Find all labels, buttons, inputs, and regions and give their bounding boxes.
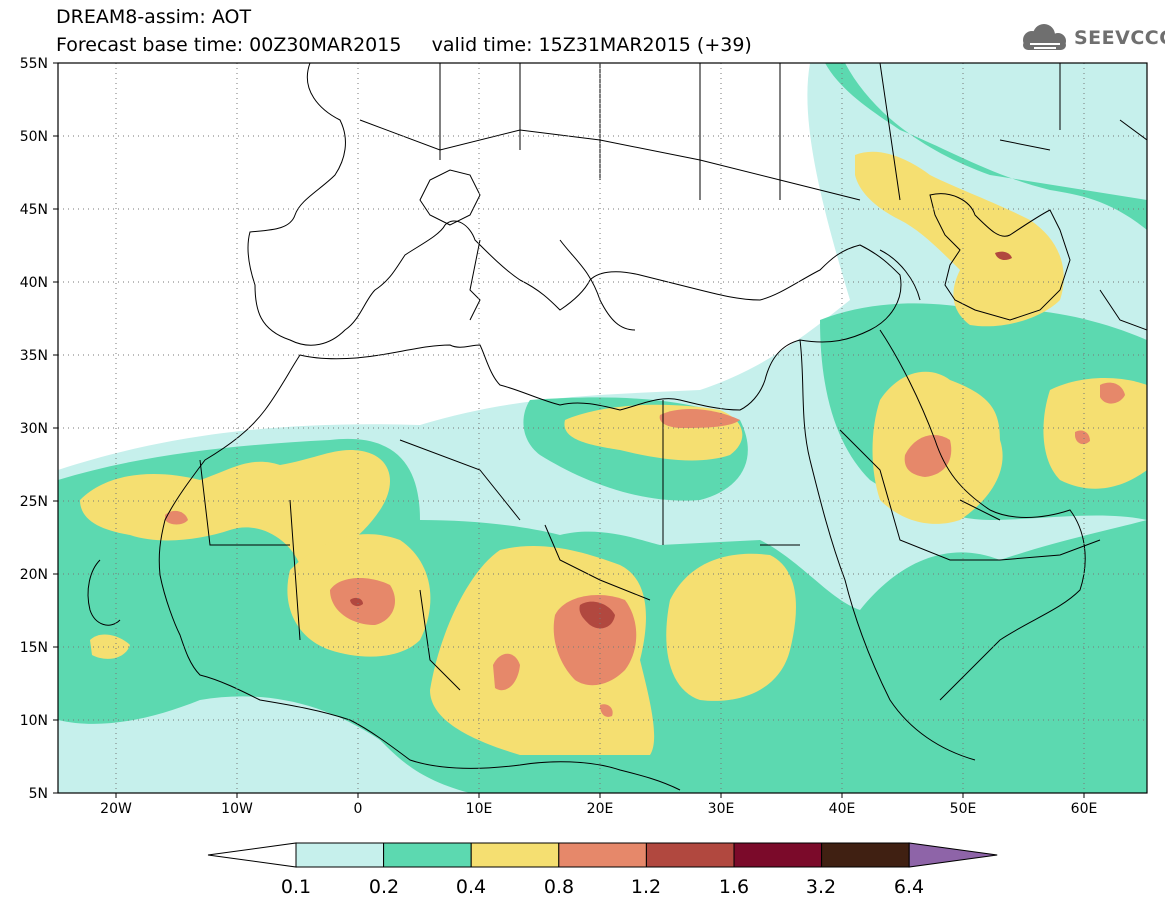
lat-label: 5N	[29, 786, 48, 802]
colorbar-box	[821, 842, 910, 868]
lat-label: 55N	[20, 56, 48, 72]
lon-label: 50E	[950, 801, 977, 817]
lat-label: 25N	[20, 494, 48, 510]
colorbar-box	[558, 842, 647, 868]
map-title: DREAM8-assim: AOT	[56, 6, 252, 28]
lat-label: 10N	[20, 713, 48, 729]
lon-label: 40E	[829, 801, 856, 817]
lat-label: 35N	[20, 348, 48, 364]
lat-label: 30N	[20, 421, 48, 437]
aot-field	[58, 63, 1147, 793]
lat-label: 20N	[20, 567, 48, 583]
lat-label: 50N	[20, 129, 48, 145]
colorbar-label: 1.2	[631, 876, 661, 898]
colorbar-box	[733, 842, 823, 868]
lon-label: 60E	[1071, 801, 1098, 817]
colorbar-label: 0.2	[369, 876, 399, 898]
colorbar-over-arrow	[908, 842, 998, 868]
lat-label: 40N	[20, 275, 48, 291]
forecast-time-subtitle: Forecast base time: 00Z30MAR2015 valid t…	[56, 34, 752, 56]
colorbar-label: 6.4	[894, 876, 924, 898]
lon-label: 10E	[466, 801, 493, 817]
cloud-icon	[1023, 24, 1066, 50]
lon-label: 0	[354, 801, 363, 817]
colorbar-box	[645, 842, 735, 868]
colorbar-label: 0.1	[281, 876, 311, 898]
colorbar-box	[470, 842, 560, 868]
lat-label: 15N	[20, 640, 48, 656]
lon-label: 30E	[708, 801, 735, 817]
colorbar-label: 0.8	[544, 876, 574, 898]
lon-label: 20E	[587, 801, 614, 817]
lon-label: 10W	[221, 801, 253, 817]
colorbar-label: 0.4	[456, 876, 486, 898]
lon-label: 20W	[100, 801, 132, 817]
colorbar-label: 3.2	[806, 876, 836, 898]
lat-label: 45N	[20, 202, 48, 218]
colorbar-box	[383, 842, 472, 868]
logo-text: SEEVCCC	[1074, 27, 1165, 49]
colorbar-label: 1.6	[719, 876, 749, 898]
colorbar-under-arrow	[207, 842, 297, 868]
colorbar-box	[295, 842, 385, 868]
